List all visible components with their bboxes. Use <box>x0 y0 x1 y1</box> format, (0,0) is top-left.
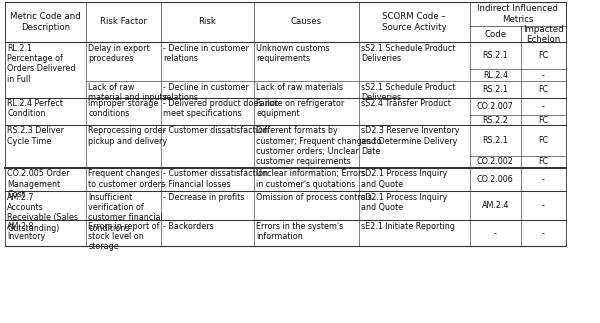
Text: Insufficient
verification of
customer financial
conditions: Insufficient verification of customer fi… <box>88 193 163 233</box>
Text: - Customer dissatisfaction: - Customer dissatisfaction <box>163 126 268 135</box>
Text: RS.2.3 Deliver
Cycle Time: RS.2.3 Deliver Cycle Time <box>7 126 64 146</box>
Text: SCORM Code –
Source Activity: SCORM Code – Source Activity <box>382 12 446 32</box>
Text: -: - <box>542 102 545 111</box>
Text: FC: FC <box>538 116 548 125</box>
Text: FC: FC <box>538 157 548 166</box>
Text: - Decrease in profits: - Decrease in profits <box>163 193 245 202</box>
Text: RL.2.4: RL.2.4 <box>483 71 508 80</box>
Text: sS2.4 Transfer Product: sS2.4 Transfer Product <box>361 99 451 108</box>
Text: sE2.1 Initiate Reporting: sE2.1 Initiate Reporting <box>361 222 455 231</box>
Text: sS2.1 Schedule Product
Deliveries: sS2.1 Schedule Product Deliveries <box>361 83 456 102</box>
Text: Code: Code <box>484 30 506 39</box>
Text: Risk: Risk <box>199 17 216 26</box>
Text: Errors in the system's
information: Errors in the system's information <box>256 222 343 241</box>
Text: - Backorders: - Backorders <box>163 222 214 231</box>
Text: -: - <box>542 201 545 210</box>
Text: Unknown customs
requirements: Unknown customs requirements <box>256 44 330 63</box>
Text: Omission of process controls: Omission of process controls <box>256 193 372 202</box>
Text: AM.2.4: AM.2.4 <box>482 201 509 210</box>
Text: CO.2.005 Order
Management
Cost: CO.2.005 Order Management Cost <box>7 169 70 199</box>
Text: FC: FC <box>538 85 548 94</box>
Text: Metric Code and
Description: Metric Code and Description <box>10 12 80 32</box>
Text: FC: FC <box>538 136 548 145</box>
Text: Risk Factor: Risk Factor <box>100 17 147 26</box>
Text: sD2.3 Reserve Inventory
and Determine Delivery
Date: sD2.3 Reserve Inventory and Determine De… <box>361 126 460 156</box>
Text: Failure on refrigerator
equipment: Failure on refrigerator equipment <box>256 99 344 118</box>
Text: AM.2.7
Accounts
Receivable (Sales
Outstanding): AM.2.7 Accounts Receivable (Sales Outsta… <box>7 193 78 233</box>
Text: Improper storage
conditions: Improper storage conditions <box>88 99 158 118</box>
Text: Lack of raw materials: Lack of raw materials <box>256 83 343 92</box>
Text: CO.2.007: CO.2.007 <box>477 102 514 111</box>
Text: - Decline in customer
relations: - Decline in customer relations <box>163 44 249 63</box>
Text: Lack of raw
material and inputs: Lack of raw material and inputs <box>88 83 167 102</box>
Text: AM.2.8
Inventory: AM.2.8 Inventory <box>7 222 46 241</box>
Text: CO.2.002: CO.2.002 <box>477 157 514 166</box>
Text: -: - <box>542 229 545 238</box>
Text: - Delivered product does not
meet specifications: - Delivered product does not meet specif… <box>163 99 278 118</box>
Text: sD2.1 Process Inquiry
and Quote: sD2.1 Process Inquiry and Quote <box>361 169 448 189</box>
Text: Errors in report of
stock level on
storage: Errors in report of stock level on stora… <box>88 222 160 251</box>
Text: - Decline in customer
relations: - Decline in customer relations <box>163 83 249 102</box>
Text: -: - <box>542 71 545 80</box>
Text: Impacted
Echelon: Impacted Echelon <box>523 25 563 44</box>
Text: Different formats by
customer; Frequent changes to
customer orders; Unclear
cust: Different formats by customer; Frequent … <box>256 126 382 166</box>
Text: CO.2.006: CO.2.006 <box>477 175 514 184</box>
Text: Unclear information; Errors
in customer's quotations: Unclear information; Errors in customer'… <box>256 169 366 189</box>
Text: RL.2.4 Perfect
Condition: RL.2.4 Perfect Condition <box>7 99 63 118</box>
Text: Delay in export
procedures: Delay in export procedures <box>88 44 150 63</box>
Text: RS.2.1: RS.2.1 <box>482 85 508 94</box>
Text: Reprocessing order
pickup and delivery: Reprocessing order pickup and delivery <box>88 126 167 146</box>
Text: RS.2.1: RS.2.1 <box>482 51 508 60</box>
Text: Indirect Influenced
Metrics: Indirect Influenced Metrics <box>478 4 558 24</box>
Text: RS.2.2: RS.2.2 <box>482 116 508 125</box>
Text: -: - <box>494 229 497 238</box>
Text: RS.2.1: RS.2.1 <box>482 136 508 145</box>
Text: FC: FC <box>538 51 548 60</box>
Text: Frequent changes
to customer orders: Frequent changes to customer orders <box>88 169 166 189</box>
Text: - Customer dissatisfaction
- Financial losses: - Customer dissatisfaction - Financial l… <box>163 169 268 189</box>
Text: -: - <box>542 175 545 184</box>
Text: sS2.1 Schedule Product
Deliveries: sS2.1 Schedule Product Deliveries <box>361 44 456 63</box>
Text: sD2.1 Process Inquiry
and Quote: sD2.1 Process Inquiry and Quote <box>361 193 448 212</box>
Text: Causes: Causes <box>291 17 322 26</box>
Text: RL.2.1
Percentage of
Orders Delivered
in Full: RL.2.1 Percentage of Orders Delivered in… <box>7 44 76 84</box>
